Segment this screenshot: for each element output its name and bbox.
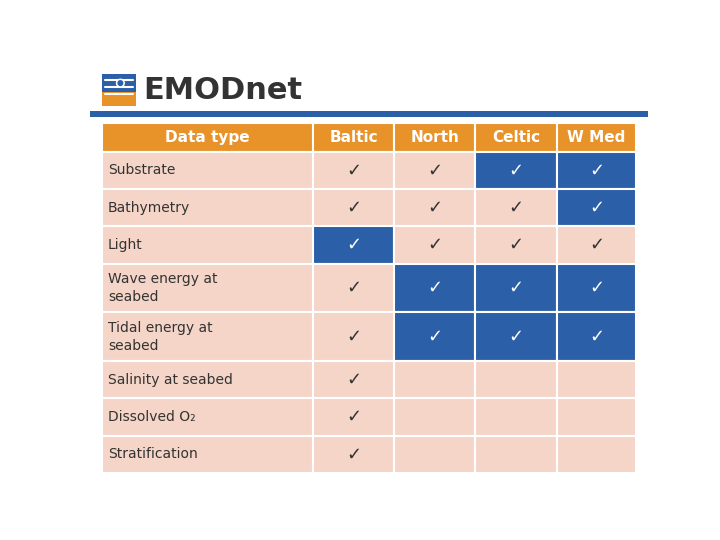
Text: Dissolved O₂: Dissolved O₂ [108, 410, 195, 424]
Bar [475, 123, 557, 152]
Bar [313, 399, 394, 436]
Text: ✓: ✓ [427, 236, 442, 254]
Text: ✓: ✓ [346, 371, 361, 389]
Bar [102, 361, 313, 399]
Text: ✓: ✓ [346, 408, 361, 426]
Text: Salinity at seabed: Salinity at seabed [108, 373, 233, 387]
Bar [394, 399, 475, 436]
Bar [557, 361, 636, 399]
Text: Data type: Data type [165, 130, 250, 145]
Bar [102, 74, 136, 92]
Bar [475, 226, 557, 264]
Bar [102, 264, 313, 312]
Text: ✓: ✓ [508, 199, 523, 217]
Bar [313, 123, 394, 152]
Bar [394, 264, 475, 312]
Bar [475, 189, 557, 226]
Text: ✓: ✓ [427, 161, 442, 179]
Text: Light: Light [108, 238, 143, 252]
Text: ✓: ✓ [346, 279, 361, 297]
Text: Substrate: Substrate [108, 164, 175, 178]
Bar [557, 123, 636, 152]
Text: ✓: ✓ [346, 328, 361, 346]
Bar [313, 361, 394, 399]
Bar [102, 312, 313, 361]
Text: ✓: ✓ [589, 161, 604, 179]
Text: ✓: ✓ [508, 236, 523, 254]
Text: ✓: ✓ [346, 446, 361, 463]
Bar [102, 152, 313, 189]
Bar [394, 226, 475, 264]
Text: Stratification: Stratification [108, 447, 197, 461]
Bar [394, 189, 475, 226]
Text: Baltic: Baltic [329, 130, 378, 145]
Bar [102, 89, 136, 106]
Bar [557, 399, 636, 436]
Text: EMODnet: EMODnet [143, 76, 302, 105]
Bar [313, 436, 394, 473]
Text: ✓: ✓ [589, 279, 604, 297]
Text: ✓: ✓ [427, 328, 442, 346]
Bar [102, 436, 313, 473]
Bar [394, 361, 475, 399]
Bar [475, 264, 557, 312]
Text: ✓: ✓ [346, 236, 361, 254]
Bar [102, 189, 313, 226]
Bar [313, 264, 394, 312]
Text: ✓: ✓ [427, 279, 442, 297]
Circle shape [118, 81, 122, 85]
Bar [475, 312, 557, 361]
Text: ✓: ✓ [589, 199, 604, 217]
Bar [90, 111, 648, 117]
Text: ✓: ✓ [346, 199, 361, 217]
Bar [394, 436, 475, 473]
Bar [557, 189, 636, 226]
Bar [313, 152, 394, 189]
Bar [313, 226, 394, 264]
Text: ✓: ✓ [508, 161, 523, 179]
Bar [557, 226, 636, 264]
Bar [102, 123, 313, 152]
Text: ✓: ✓ [589, 236, 604, 254]
Bar [394, 312, 475, 361]
Text: Wave energy at
seabed: Wave energy at seabed [108, 272, 217, 304]
Text: ✓: ✓ [346, 161, 361, 179]
Bar [557, 312, 636, 361]
Bar [102, 399, 313, 436]
Text: ✓: ✓ [589, 328, 604, 346]
Bar [557, 264, 636, 312]
Bar [557, 436, 636, 473]
Text: ✓: ✓ [427, 199, 442, 217]
Text: ✓: ✓ [508, 328, 523, 346]
Text: Celtic: Celtic [492, 130, 540, 145]
Bar [313, 312, 394, 361]
Text: Tidal energy at
seabed: Tidal energy at seabed [108, 321, 212, 353]
Text: W Med: W Med [567, 130, 626, 145]
Bar [394, 123, 475, 152]
Bar [394, 152, 475, 189]
Bar [475, 361, 557, 399]
Bar [475, 152, 557, 189]
Bar [475, 436, 557, 473]
Text: Bathymetry: Bathymetry [108, 201, 190, 215]
Bar [313, 189, 394, 226]
Bar [102, 226, 313, 264]
Bar [475, 399, 557, 436]
Bar [557, 152, 636, 189]
Text: ✓: ✓ [508, 279, 523, 297]
Text: North: North [410, 130, 459, 145]
Circle shape [117, 79, 125, 87]
